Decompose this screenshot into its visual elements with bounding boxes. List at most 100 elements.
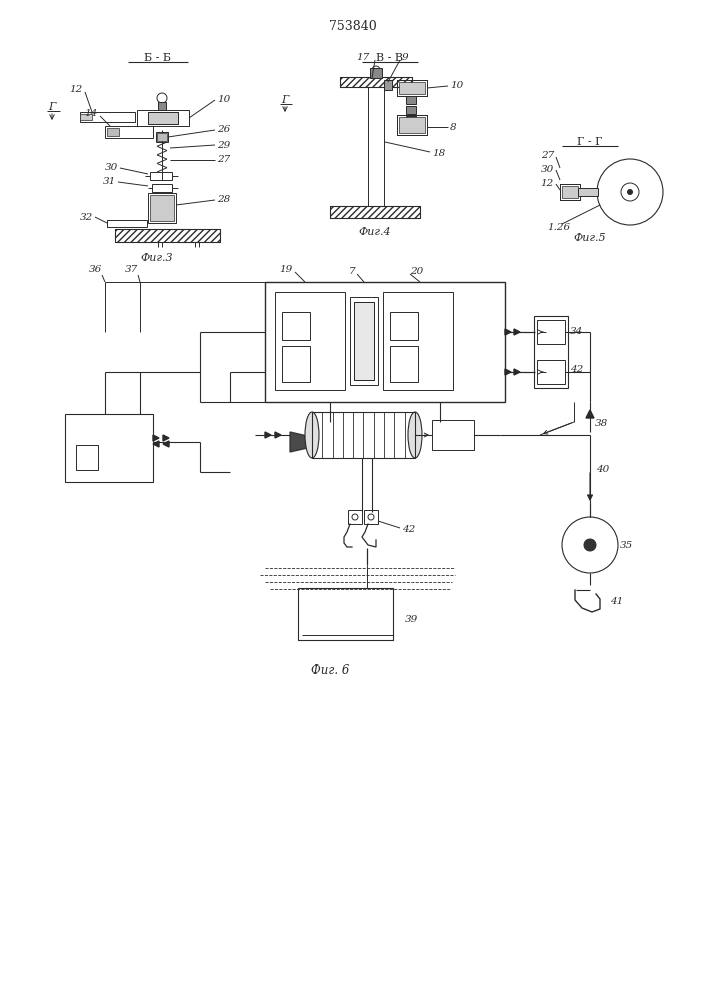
Text: 38: 38 [595,418,608,428]
Text: 35: 35 [620,540,633,550]
Bar [537,360,565,384]
Bar [150,172,172,180]
Bar [330,206,420,218]
Bar [397,115,427,135]
Bar [534,316,568,388]
Text: Фиг.5: Фиг.5 [573,233,607,243]
Text: Фиг.3: Фиг.3 [141,253,173,263]
Bar [137,110,189,126]
Circle shape [628,190,633,194]
Polygon shape [505,329,511,335]
Text: Г: Г [281,95,288,105]
Text: В - В: В - В [377,53,404,63]
Bar [265,282,505,402]
Bar [368,86,384,206]
Circle shape [157,93,167,103]
Bar [152,184,172,192]
Bar [275,292,345,390]
Polygon shape [514,329,520,335]
Text: 39: 39 [405,615,419,624]
Ellipse shape [408,412,422,458]
Bar [282,346,310,382]
Text: 8: 8 [450,122,457,131]
Text: 32: 32 [80,213,93,222]
Bar [432,420,474,450]
Polygon shape [265,432,271,438]
Circle shape [584,539,596,551]
Circle shape [352,514,358,520]
Circle shape [621,183,639,201]
Bar [148,193,176,223]
Bar [384,80,392,90]
Bar [330,206,420,218]
Bar [148,112,178,124]
Text: 27: 27 [217,155,230,164]
Text: 36: 36 [89,265,102,274]
Bar [397,80,427,96]
Bar [115,229,220,242]
Bar [340,77,412,87]
Bar [65,414,153,482]
Polygon shape [153,435,159,441]
Bar [115,229,220,242]
Polygon shape [163,441,169,447]
Bar [156,132,168,142]
Text: 19: 19 [280,264,293,273]
Polygon shape [514,369,520,375]
Bar [350,297,378,385]
Text: Г: Г [48,102,56,112]
Text: 14: 14 [85,109,98,118]
Text: 28: 28 [217,196,230,205]
Text: 34: 34 [570,326,583,336]
Text: 20: 20 [410,266,423,275]
Bar [370,68,382,78]
Bar [562,186,578,198]
Bar [390,346,418,382]
Ellipse shape [305,412,319,458]
Bar [354,302,374,380]
Bar [364,510,378,524]
Bar [397,115,427,135]
Text: 37: 37 [124,265,138,274]
Text: 7: 7 [349,266,355,275]
Bar [406,96,416,104]
Text: Г - Г: Г - Г [577,137,603,147]
Text: 30: 30 [541,164,554,174]
Text: 10: 10 [217,96,230,104]
Polygon shape [275,432,281,438]
Bar [76,445,98,470]
Text: 27: 27 [541,151,554,160]
Bar [105,126,153,138]
Polygon shape [153,441,159,447]
Text: 9: 9 [402,53,409,62]
Circle shape [372,66,380,74]
Bar [312,412,415,458]
Text: 12: 12 [70,86,83,95]
Bar [390,312,418,340]
Text: 30: 30 [105,163,118,172]
Bar [406,116,416,124]
Text: Фиг. 6: Фиг. 6 [311,664,349,676]
Bar [348,510,362,524]
Text: 17: 17 [357,52,370,62]
Circle shape [562,517,618,573]
Bar [298,588,393,640]
Bar [406,106,416,114]
Text: Фиг.4: Фиг.4 [358,227,391,237]
Polygon shape [290,432,312,452]
Text: 26: 26 [217,125,230,134]
Bar [157,133,167,141]
Text: 42: 42 [570,365,583,374]
Polygon shape [505,369,511,375]
Text: 31: 31 [103,178,116,186]
Text: 42: 42 [402,524,415,534]
Bar [107,128,119,136]
Bar [107,220,147,227]
Polygon shape [586,410,594,418]
Bar [399,117,425,133]
Bar [578,188,598,196]
Text: 10: 10 [450,82,463,91]
Text: 18: 18 [432,148,445,157]
Bar [282,312,310,340]
Bar [399,82,425,94]
